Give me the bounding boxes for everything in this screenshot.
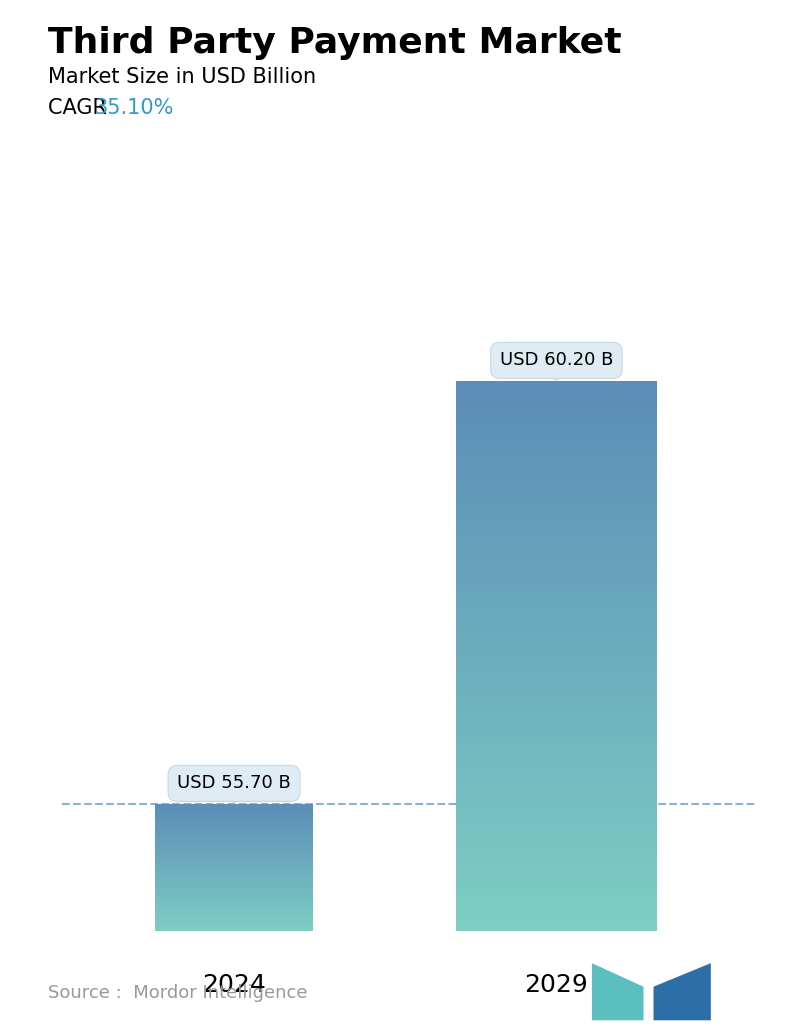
Text: Source :  Mordor Intelligence: Source : Mordor Intelligence — [48, 983, 307, 1002]
Text: 2024: 2024 — [202, 973, 266, 997]
Text: CAGR: CAGR — [48, 98, 120, 118]
Text: USD 60.20 B: USD 60.20 B — [500, 352, 613, 369]
Text: 35.10%: 35.10% — [94, 98, 174, 118]
Text: 2029: 2029 — [525, 973, 588, 997]
Text: USD 55.70 B: USD 55.70 B — [178, 774, 291, 792]
Text: Market Size in USD Billion: Market Size in USD Billion — [48, 67, 316, 87]
Text: Third Party Payment Market: Third Party Payment Market — [48, 26, 622, 60]
Polygon shape — [538, 370, 574, 381]
Polygon shape — [592, 964, 643, 1021]
Polygon shape — [217, 793, 252, 803]
Polygon shape — [654, 964, 711, 1021]
